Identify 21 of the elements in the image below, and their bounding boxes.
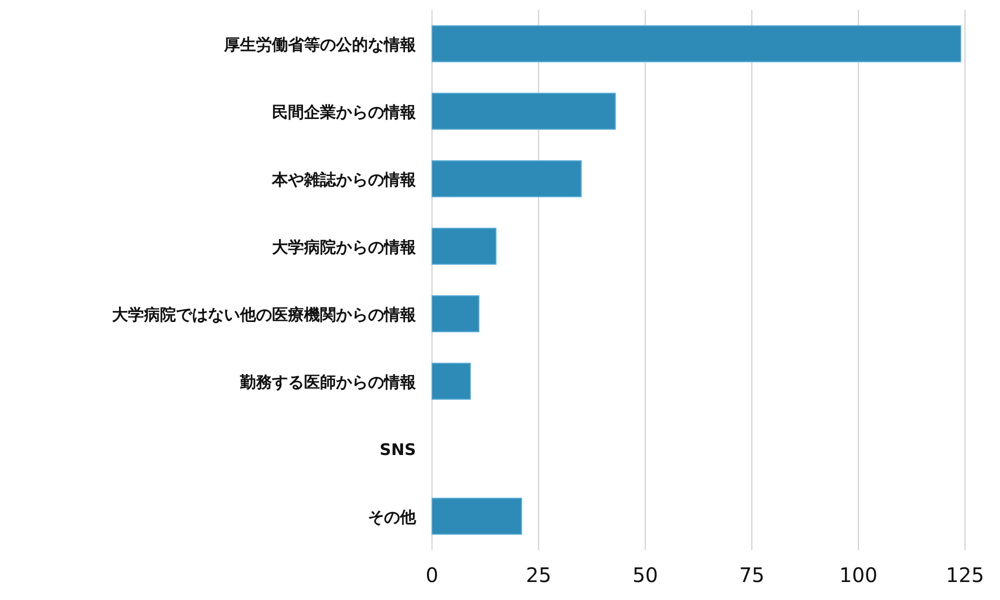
x-tick-label: 50	[632, 563, 658, 587]
x-tick-label: 125	[946, 563, 984, 587]
bar	[432, 92, 616, 130]
y-tick-label: SNS	[380, 440, 416, 459]
y-tick-label: 大学病院ではない他の医療機関からの情報	[112, 304, 417, 324]
y-tick-label: 本や雑誌からの情報	[271, 170, 417, 189]
x-tick-label: 0	[426, 563, 438, 587]
y-tick-label: 厚生労働省等の公的な情報	[223, 34, 417, 54]
bar	[432, 362, 471, 400]
bar	[432, 498, 522, 535]
bar	[432, 295, 480, 332]
bar	[432, 25, 962, 62]
bar	[432, 160, 582, 198]
x-tick-label: 25	[526, 563, 552, 587]
x-tick-label: 100	[839, 563, 878, 587]
y-tick-label: 民間企業からの情報	[272, 102, 417, 122]
y-tick-label: 大学病院からの情報	[272, 237, 417, 256]
y-tick-label: その他	[368, 507, 417, 526]
y-tick-label: 勤務する医師からの情報	[239, 372, 417, 392]
bar	[432, 228, 496, 265]
x-tick-label: 75	[739, 563, 765, 587]
